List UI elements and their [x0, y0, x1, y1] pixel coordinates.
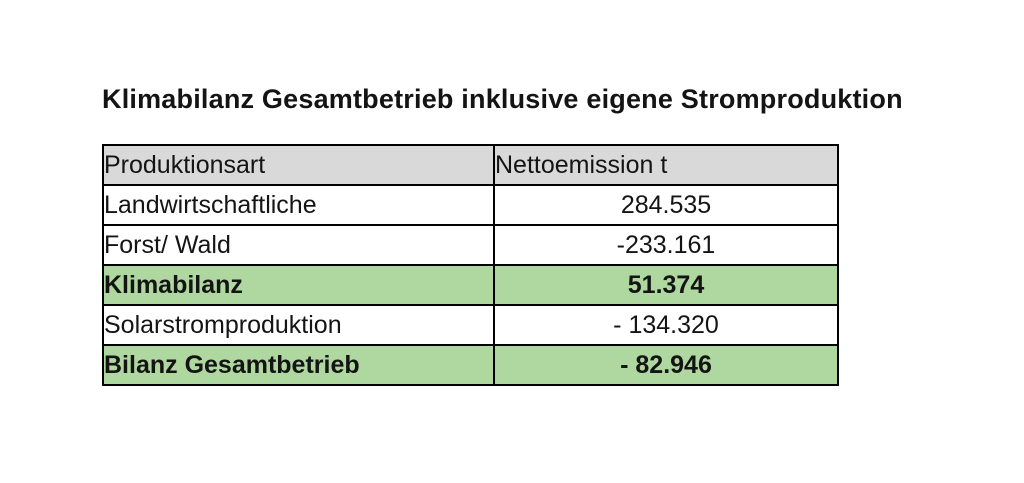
table-row-bilanz-gesamtbetrieb-total: Bilanz Gesamtbetrieb - 82.946 — [102, 344, 839, 386]
row-value: - 134.320 — [493, 304, 839, 346]
table-row-landwirtschaftliche: Landwirtschaftliche 284.535 — [102, 184, 839, 226]
page-title: Klimabilanz Gesamtbetrieb inklusive eige… — [102, 84, 903, 114]
row-label: Solarstromproduktion — [102, 304, 495, 346]
row-label: Landwirtschaftliche — [102, 184, 495, 226]
column-header-nettoemission: Nettoemission t — [493, 144, 839, 186]
row-value: -233.161 — [493, 224, 839, 266]
row-value: 284.535 — [493, 184, 839, 226]
row-value: 51.374 — [493, 264, 839, 306]
table-row-klimabilanz-subtotal: Klimabilanz 51.374 — [102, 264, 839, 306]
table-header-row: Produktionsart Nettoemission t — [102, 144, 839, 186]
row-label: Forst/ Wald — [102, 224, 495, 266]
klimabilanz-table: Produktionsart Nettoemission t Landwirts… — [102, 144, 839, 386]
row-label: Klimabilanz — [102, 264, 495, 306]
row-value: - 82.946 — [493, 344, 839, 386]
table-row-forst-wald: Forst/ Wald -233.161 — [102, 224, 839, 266]
table-row-solarstromproduktion: Solarstromproduktion - 134.320 — [102, 304, 839, 346]
column-header-produktionsart: Produktionsart — [102, 144, 495, 186]
row-label: Bilanz Gesamtbetrieb — [102, 344, 495, 386]
